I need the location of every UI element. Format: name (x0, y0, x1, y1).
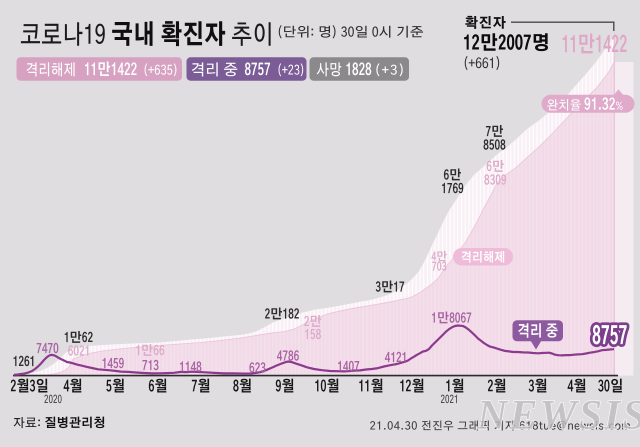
svg-text:NEWSIS: NEWSIS (476, 393, 640, 439)
